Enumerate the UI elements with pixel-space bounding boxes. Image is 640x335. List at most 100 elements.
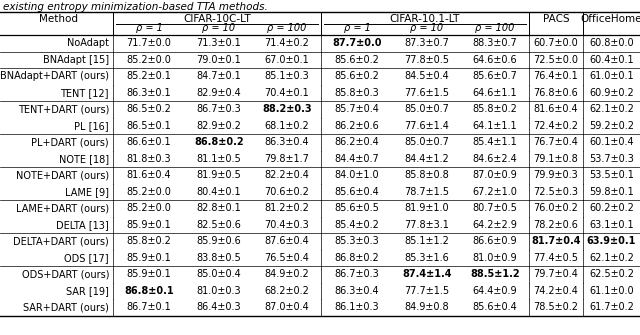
Text: 85.6±0.4: 85.6±0.4 bbox=[335, 187, 380, 197]
Text: 81.9±1.0: 81.9±1.0 bbox=[404, 203, 449, 213]
Text: LAME [9]: LAME [9] bbox=[65, 187, 109, 197]
Text: 81.7±0.4: 81.7±0.4 bbox=[531, 236, 580, 246]
Text: 86.5±0.2: 86.5±0.2 bbox=[127, 104, 172, 114]
Text: 64.2±2.9: 64.2±2.9 bbox=[472, 220, 517, 230]
Text: 81.2±0.2: 81.2±0.2 bbox=[264, 203, 309, 213]
Text: 86.4±0.3: 86.4±0.3 bbox=[196, 302, 241, 312]
Text: 71.3±0.1: 71.3±0.1 bbox=[196, 38, 241, 48]
Text: 88.5±1.2: 88.5±1.2 bbox=[470, 269, 520, 279]
Text: 85.9±0.6: 85.9±0.6 bbox=[196, 236, 241, 246]
Text: 86.2±0.4: 86.2±0.4 bbox=[335, 137, 380, 147]
Text: 60.8±0.0: 60.8±0.0 bbox=[589, 38, 634, 48]
Text: 85.2±0.1: 85.2±0.1 bbox=[127, 71, 172, 81]
Text: ρ = 1: ρ = 1 bbox=[136, 23, 163, 33]
Text: 85.1±1.2: 85.1±1.2 bbox=[404, 236, 449, 246]
Text: 81.0±0.3: 81.0±0.3 bbox=[196, 286, 241, 296]
Text: 76.7±0.4: 76.7±0.4 bbox=[534, 137, 579, 147]
Text: 79.7±0.4: 79.7±0.4 bbox=[534, 269, 579, 279]
Text: 68.1±0.2: 68.1±0.2 bbox=[264, 121, 309, 131]
Text: 86.7±0.3: 86.7±0.3 bbox=[196, 104, 241, 114]
Text: 60.1±0.4: 60.1±0.4 bbox=[589, 137, 634, 147]
Text: CIFAR-10C-LT: CIFAR-10C-LT bbox=[183, 14, 251, 24]
Text: 84.4±1.2: 84.4±1.2 bbox=[404, 154, 449, 164]
Text: 86.3±0.1: 86.3±0.1 bbox=[127, 88, 172, 98]
Text: SAR [19]: SAR [19] bbox=[66, 286, 109, 296]
Text: 86.6±0.1: 86.6±0.1 bbox=[127, 137, 172, 147]
Text: 85.2±0.0: 85.2±0.0 bbox=[127, 203, 172, 213]
Text: 82.2±0.4: 82.2±0.4 bbox=[264, 170, 309, 180]
Text: DELTA+DART (ours): DELTA+DART (ours) bbox=[13, 236, 109, 246]
Text: SAR+DART (ours): SAR+DART (ours) bbox=[23, 302, 109, 312]
Text: 68.2±0.2: 68.2±0.2 bbox=[264, 286, 309, 296]
Text: 85.0±0.7: 85.0±0.7 bbox=[404, 137, 449, 147]
Text: NOTE [18]: NOTE [18] bbox=[59, 154, 109, 164]
Text: ρ = 100: ρ = 100 bbox=[268, 23, 307, 33]
Text: 79.0±0.1: 79.0±0.1 bbox=[196, 55, 241, 65]
Text: 53.7±0.3: 53.7±0.3 bbox=[589, 154, 634, 164]
Text: 87.6±0.4: 87.6±0.4 bbox=[264, 236, 309, 246]
Text: 62.5±0.2: 62.5±0.2 bbox=[589, 269, 634, 279]
Text: 85.6±0.7: 85.6±0.7 bbox=[472, 71, 517, 81]
Text: 84.0±1.0: 84.0±1.0 bbox=[335, 170, 380, 180]
Text: 86.3±0.4: 86.3±0.4 bbox=[335, 286, 380, 296]
Text: 87.0±0.9: 87.0±0.9 bbox=[472, 170, 517, 180]
Text: 60.2±0.2: 60.2±0.2 bbox=[589, 203, 634, 213]
Text: 81.6±0.4: 81.6±0.4 bbox=[127, 170, 172, 180]
Text: 86.3±0.4: 86.3±0.4 bbox=[265, 137, 309, 147]
Text: NoAdapt: NoAdapt bbox=[67, 38, 109, 48]
Text: 77.4±0.5: 77.4±0.5 bbox=[534, 253, 579, 263]
Text: 72.5±0.0: 72.5±0.0 bbox=[534, 55, 579, 65]
Text: 76.0±0.2: 76.0±0.2 bbox=[534, 203, 579, 213]
Text: PL+DART (ours): PL+DART (ours) bbox=[31, 137, 109, 147]
Text: 70.6±0.2: 70.6±0.2 bbox=[264, 187, 309, 197]
Text: 85.7±0.4: 85.7±0.4 bbox=[335, 104, 380, 114]
Text: Method: Method bbox=[38, 14, 77, 24]
Text: ρ = 1: ρ = 1 bbox=[344, 23, 371, 33]
Text: 85.4±0.2: 85.4±0.2 bbox=[335, 220, 380, 230]
Text: 64.6±1.1: 64.6±1.1 bbox=[473, 88, 517, 98]
Text: 86.7±0.3: 86.7±0.3 bbox=[335, 269, 380, 279]
Text: 85.8±0.2: 85.8±0.2 bbox=[127, 236, 172, 246]
Text: 81.0±0.9: 81.0±0.9 bbox=[473, 253, 517, 263]
Text: 85.8±0.3: 85.8±0.3 bbox=[335, 88, 380, 98]
Text: 76.5±0.4: 76.5±0.4 bbox=[264, 253, 309, 263]
Text: 86.5±0.1: 86.5±0.1 bbox=[127, 121, 172, 131]
Text: 67.2±1.0: 67.2±1.0 bbox=[472, 187, 517, 197]
Text: TENT [12]: TENT [12] bbox=[61, 88, 109, 98]
Text: 70.4±0.1: 70.4±0.1 bbox=[264, 88, 309, 98]
Text: 71.7±0.0: 71.7±0.0 bbox=[127, 38, 172, 48]
Text: 77.6±1.5: 77.6±1.5 bbox=[404, 88, 449, 98]
Text: 84.4±0.7: 84.4±0.7 bbox=[335, 154, 380, 164]
Text: 87.3±0.7: 87.3±0.7 bbox=[404, 38, 449, 48]
Text: 60.4±0.1: 60.4±0.1 bbox=[589, 55, 634, 65]
Text: 79.9±0.3: 79.9±0.3 bbox=[534, 170, 579, 180]
Text: 84.5±0.4: 84.5±0.4 bbox=[404, 71, 449, 81]
Text: BNAdapt [15]: BNAdapt [15] bbox=[43, 55, 109, 65]
Text: 62.1±0.2: 62.1±0.2 bbox=[589, 104, 634, 114]
Text: LAME+DART (ours): LAME+DART (ours) bbox=[16, 203, 109, 213]
Text: ρ = 10: ρ = 10 bbox=[410, 23, 444, 33]
Text: 61.7±0.2: 61.7±0.2 bbox=[589, 302, 634, 312]
Text: ODS+DART (ours): ODS+DART (ours) bbox=[22, 269, 109, 279]
Text: 85.3±1.6: 85.3±1.6 bbox=[404, 253, 449, 263]
Text: 62.1±0.2: 62.1±0.2 bbox=[589, 253, 634, 263]
Text: 64.1±1.1: 64.1±1.1 bbox=[473, 121, 517, 131]
Text: 81.1±0.5: 81.1±0.5 bbox=[196, 154, 241, 164]
Text: 82.9±0.4: 82.9±0.4 bbox=[196, 88, 241, 98]
Text: 63.9±0.1: 63.9±0.1 bbox=[587, 236, 636, 246]
Text: 81.9±0.5: 81.9±0.5 bbox=[196, 170, 241, 180]
Text: CIFAR-10.1-LT: CIFAR-10.1-LT bbox=[390, 14, 460, 24]
Text: 82.5±0.6: 82.5±0.6 bbox=[196, 220, 241, 230]
Text: 85.6±0.2: 85.6±0.2 bbox=[335, 55, 380, 65]
Text: 85.6±0.5: 85.6±0.5 bbox=[335, 203, 380, 213]
Text: 86.2±0.6: 86.2±0.6 bbox=[335, 121, 380, 131]
Text: DELTA [13]: DELTA [13] bbox=[56, 220, 109, 230]
Text: 85.0±0.7: 85.0±0.7 bbox=[404, 104, 449, 114]
Text: NOTE+DART (ours): NOTE+DART (ours) bbox=[16, 170, 109, 180]
Text: 87.0±0.4: 87.0±0.4 bbox=[264, 302, 309, 312]
Text: 82.9±0.2: 82.9±0.2 bbox=[196, 121, 241, 131]
Text: 79.1±0.8: 79.1±0.8 bbox=[534, 154, 579, 164]
Text: 59.8±0.1: 59.8±0.1 bbox=[589, 187, 634, 197]
Text: 77.8±0.5: 77.8±0.5 bbox=[404, 55, 449, 65]
Text: 86.6±0.9: 86.6±0.9 bbox=[473, 236, 517, 246]
